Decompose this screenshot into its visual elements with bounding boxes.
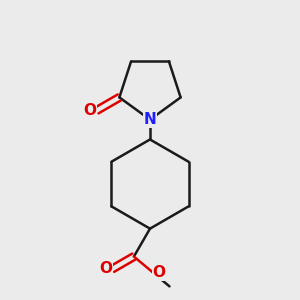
- Text: O: O: [99, 261, 112, 276]
- Text: O: O: [83, 103, 97, 118]
- Text: O: O: [153, 265, 166, 280]
- Text: N: N: [144, 112, 156, 127]
